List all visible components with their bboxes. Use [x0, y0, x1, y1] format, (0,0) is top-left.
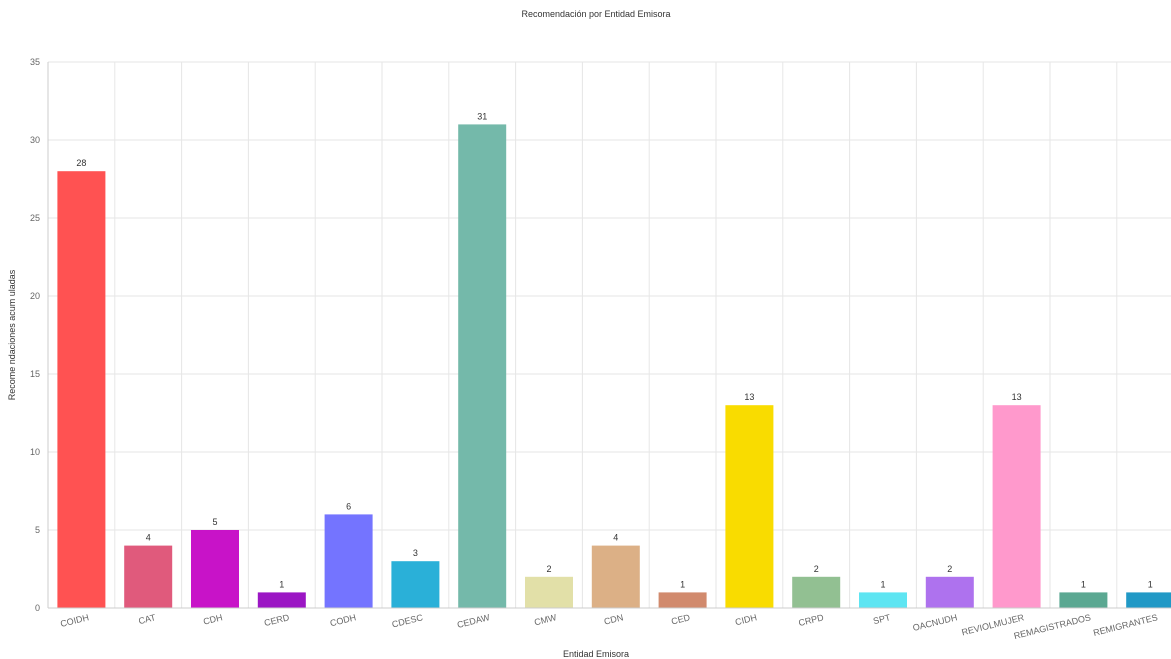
- y-tick-label: 10: [30, 447, 40, 457]
- x-tick-label: COIDH: [59, 612, 90, 629]
- x-tick-label: OACNUDH: [912, 612, 959, 633]
- x-tick-label: CDESC: [391, 612, 424, 629]
- x-tick-label: REMAGISTRADOS: [1013, 612, 1092, 641]
- bar[interactable]: [391, 561, 440, 608]
- bar[interactable]: [191, 530, 239, 608]
- data-label: 13: [744, 392, 754, 402]
- y-tick-label: 25: [30, 213, 40, 223]
- gridlines: [47, 61, 1171, 609]
- x-tick-label: CED: [670, 612, 691, 626]
- data-label: 4: [613, 533, 618, 543]
- bar[interactable]: [792, 576, 841, 608]
- bar[interactable]: [57, 171, 106, 608]
- y-tick-label: 35: [30, 57, 40, 67]
- x-tick-label: CODH: [329, 612, 357, 628]
- x-tick-label: CIDH: [734, 612, 758, 627]
- bar[interactable]: [124, 545, 173, 608]
- x-tick-label: CRPD: [798, 612, 826, 628]
- x-axis-title: Entidad Emisora: [563, 649, 629, 659]
- x-tick-label: SPT: [872, 612, 892, 626]
- data-label: 1: [680, 579, 685, 589]
- bar[interactable]: [1126, 592, 1171, 608]
- bar[interactable]: [725, 405, 774, 608]
- chart-title: Recomendación por Entidad Emisora: [521, 9, 670, 19]
- x-tick-label: CEDAW: [456, 612, 491, 630]
- x-tick-label: CAT: [137, 612, 157, 626]
- data-label: 1: [279, 579, 284, 589]
- data-label: 2: [814, 564, 819, 574]
- data-label: 6: [346, 501, 351, 511]
- y-tick-label: 30: [30, 135, 40, 145]
- bars: [57, 124, 1171, 609]
- y-tick-label: 15: [30, 369, 40, 379]
- x-tick-label: REMIGRANTES: [1092, 612, 1158, 638]
- data-label: 4: [146, 533, 151, 543]
- data-label: 1: [1081, 579, 1086, 589]
- bar[interactable]: [324, 514, 373, 608]
- y-tick-label: 20: [30, 291, 40, 301]
- data-label: 2: [947, 564, 952, 574]
- bar[interactable]: [591, 545, 640, 608]
- y-tick-label: 5: [35, 525, 40, 535]
- data-label: 28: [76, 158, 86, 168]
- data-label: 2: [546, 564, 551, 574]
- bar[interactable]: [525, 576, 573, 608]
- x-tick-label: CERD: [263, 612, 291, 628]
- bar[interactable]: [257, 592, 306, 608]
- x-tick-label: CDH: [202, 612, 223, 626]
- x-axis-ticks: COIDH CAT CDH CERD CODH CDESC CEDAW CMW CDN CED CI…: [59, 612, 1158, 641]
- data-label: 13: [1012, 392, 1022, 402]
- bar[interactable]: [925, 576, 974, 608]
- data-labels: 28 4 5 1 6 3 31 2 4 1 13 2 1 2 13 1 1: [76, 111, 1152, 589]
- data-label: 1: [880, 579, 885, 589]
- y-axis-title: Recome ndaciones acum uladas: [7, 269, 17, 400]
- bar[interactable]: [458, 124, 507, 609]
- data-label: 1: [1148, 579, 1153, 589]
- y-tick-label: 0: [35, 603, 40, 613]
- bar[interactable]: [1059, 592, 1108, 608]
- bar[interactable]: [859, 592, 907, 608]
- data-label: 3: [413, 548, 418, 558]
- y-axis-ticks: 0 5 10 15 20 25 30 35: [30, 57, 40, 613]
- x-tick-label: CDN: [603, 612, 624, 626]
- data-label: 5: [212, 517, 217, 527]
- data-label: 31: [477, 111, 487, 121]
- x-tick-label: CMW: [533, 612, 558, 627]
- bar[interactable]: [658, 592, 707, 608]
- bar[interactable]: [992, 405, 1041, 608]
